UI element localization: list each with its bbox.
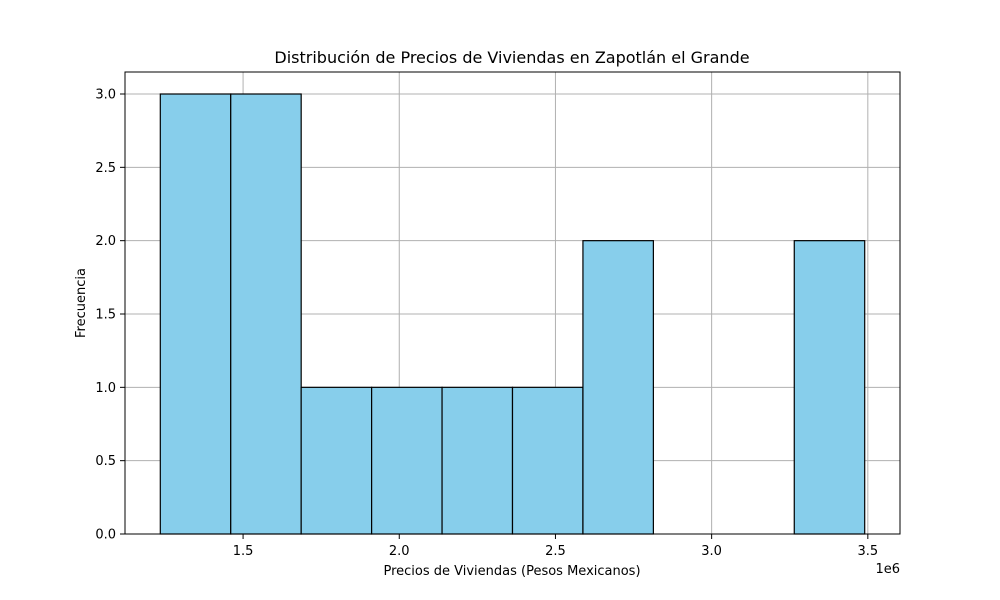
x-tick-label-4: 3.5 [857,544,878,559]
y-axis-label: Frecuencia [74,268,89,338]
histogram-bar-0 [159,93,232,535]
histogram-bar-1 [230,93,302,535]
y-tick-label-5: 2.5 [95,161,116,176]
plot-frame [124,71,901,535]
histogram-bars [159,93,866,535]
histogram-bar-9 [793,240,866,535]
histogram-bar-6 [582,240,654,535]
y-tick-label-0: 0.0 [95,528,116,543]
x-tick-label-0: 1.5 [233,544,254,559]
histogram-bar-4 [441,386,514,535]
chart-title: Distribución de Precios de Viviendas en … [274,48,749,67]
histogram-bar-2 [300,386,373,535]
y-tick-label-6: 3.0 [95,88,116,103]
y-axis-ticks: 0.0 0.5 1.0 1.5 2.0 2.5 3.0 [95,88,125,543]
x-axis-offset-label: 1e6 [875,562,900,577]
y-tick-label-3: 1.5 [95,308,116,323]
x-axis-ticks: 1.5 2.0 2.5 3.0 3.5 [233,534,878,559]
y-tick-label-2: 1.0 [95,381,116,396]
x-tick-label-3: 3.0 [701,544,722,559]
x-tick-label-2: 2.5 [545,544,566,559]
y-tick-label-1: 0.5 [95,454,116,469]
histogram-bar-5 [511,386,584,535]
histogram-bar-3 [371,386,443,535]
x-tick-label-1: 2.0 [389,544,410,559]
x-axis-label: Precios de Viviendas (Pesos Mexicanos) [383,564,640,579]
y-tick-label-4: 2.0 [95,234,116,249]
